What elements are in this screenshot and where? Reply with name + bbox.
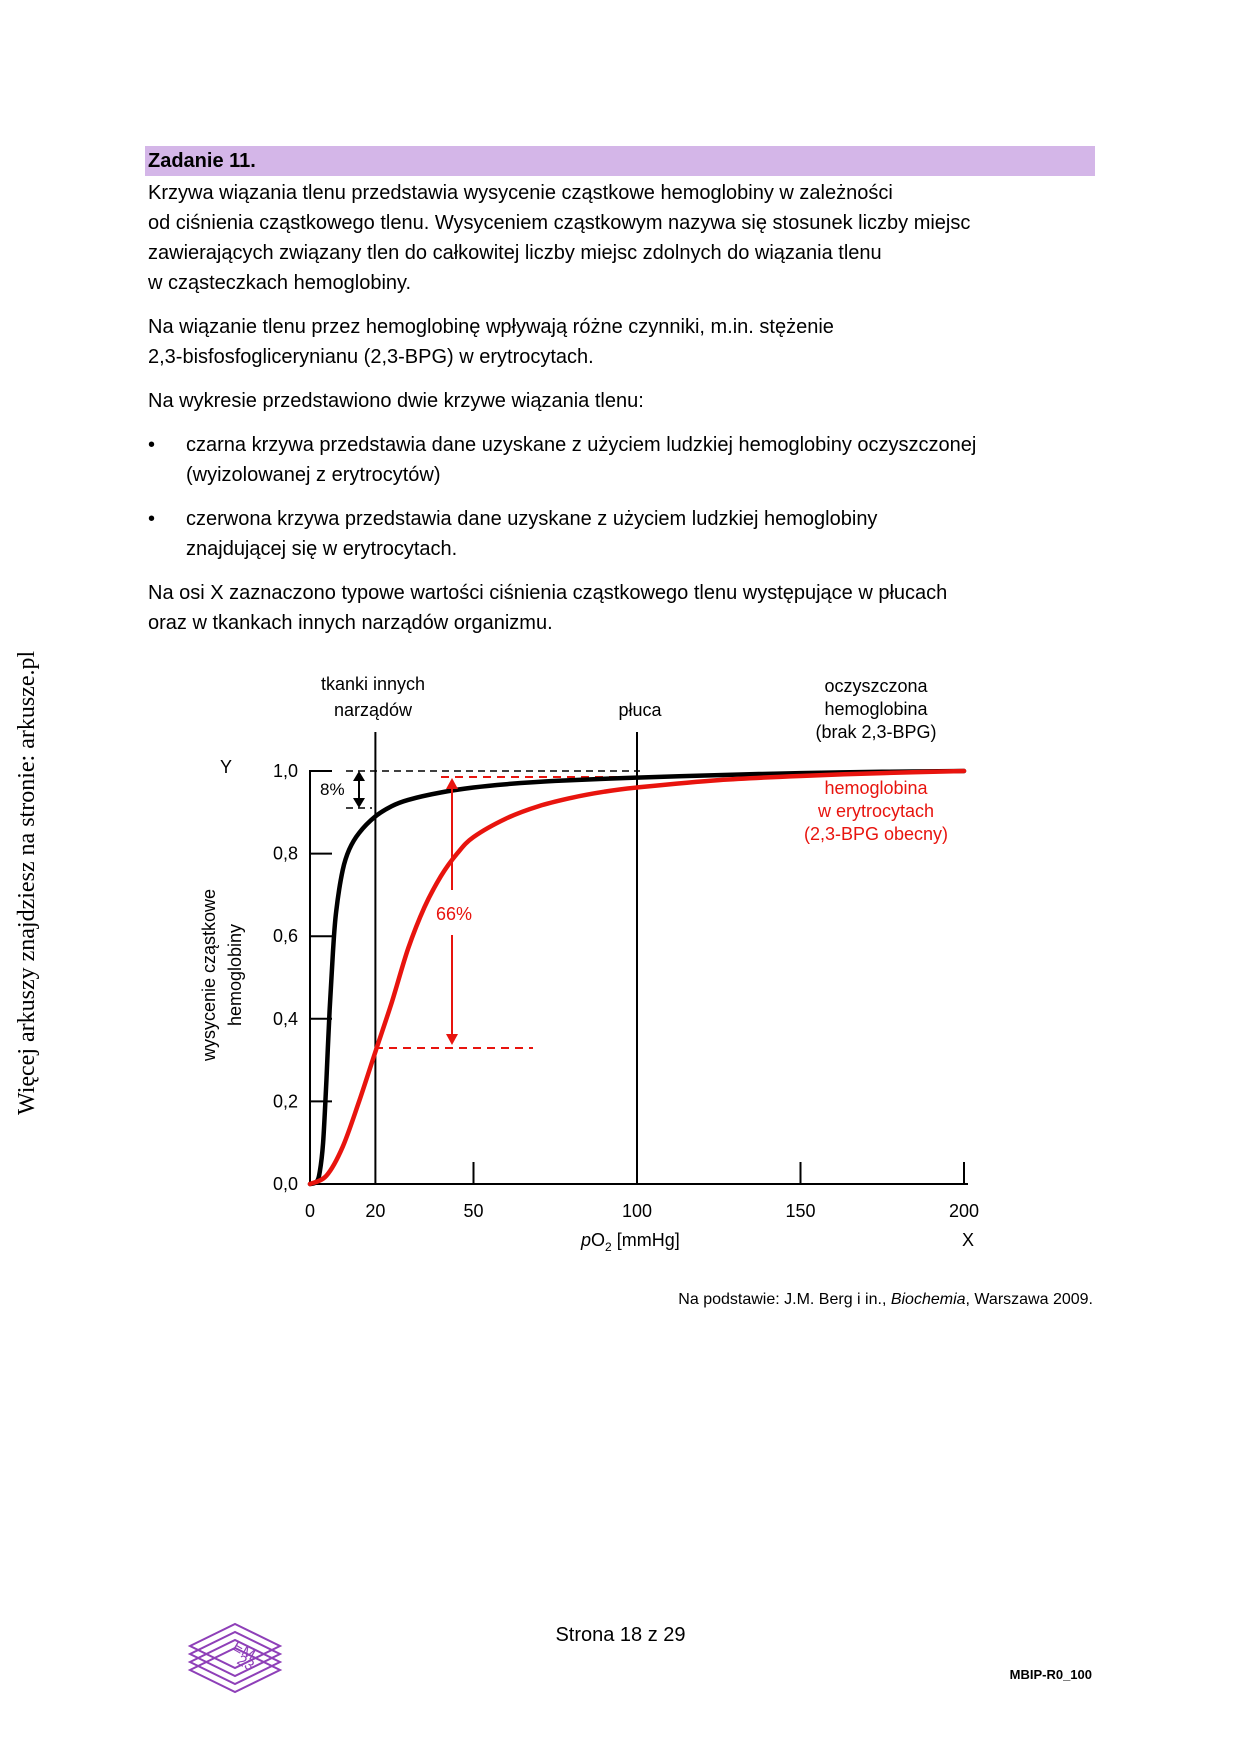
intro-line: Krzywa wiązania tlenu przedstawia wysyce… — [148, 182, 893, 204]
factors-line: 2,3-bisfosfoglicerynianu (2,3-BPG) w ery… — [148, 346, 594, 368]
y-tick-label: 0,0 — [273, 1174, 298, 1194]
x-tick-label: 100 — [622, 1201, 652, 1221]
chart-intro-paragraph: Na wykresie przedstawiono dwie krzywe wi… — [148, 386, 644, 416]
annotation-66-percent: 66% — [436, 904, 472, 924]
factors-line: Na wiązanie tlenu przez hemoglobinę wpły… — [148, 316, 834, 338]
series-label-purified: hemoglobina — [824, 699, 928, 719]
series-label-purified: (brak 2,3-BPG) — [815, 722, 936, 742]
y-tick-label: 1,0 — [273, 761, 298, 781]
annotation-8-percent: 8% — [320, 780, 345, 799]
series-label-erythrocytes: hemoglobina — [824, 778, 928, 798]
arrow-8-percent-head-up — [353, 771, 365, 781]
factors-paragraph: Na wiązanie tlenu przez hemoglobinę wpły… — [148, 312, 834, 372]
em-logo-icon: EM 23 — [187, 1622, 283, 1694]
bullet-dot: • — [148, 508, 156, 530]
x-axis-title: pO2 [mmHg] — [580, 1230, 680, 1254]
x-axis-letter: X — [962, 1230, 974, 1250]
source-note: Na podstawie: J.M. Berg i in., Biochemia… — [0, 1291, 1093, 1309]
bullet-line: czerwona krzywa przedstawia dane uzyskan… — [186, 508, 878, 530]
marker-label-lungs: płuca — [618, 700, 662, 720]
bullet-line: (wyizolowanej z erytrocytów) — [186, 464, 441, 486]
logo-text: 23 — [234, 1652, 257, 1675]
intro-paragraph: Krzywa wiązania tlenu przedstawia wysyce… — [148, 178, 970, 298]
bullet-line: znajdującej się w erytrocytach. — [186, 538, 458, 560]
chart-intro-line: Na wykresie przedstawiono dwie krzywe wi… — [148, 390, 644, 412]
x-tick-label: 150 — [785, 1201, 815, 1221]
axis-note-line: oraz w tkankach innych narządów organizm… — [148, 612, 553, 634]
intro-line: w cząsteczkach hemoglobiny. — [148, 272, 412, 294]
y-tick-label: 0,4 — [273, 1009, 298, 1029]
marker-label-tissues: narządów — [334, 700, 413, 720]
y-tick-label: 0,6 — [273, 926, 298, 946]
curve-erythrocyte-hemoglobin — [307, 768, 967, 1187]
y-tick-label: 0,2 — [273, 1091, 298, 1111]
document-code: MBIP-R0_100 — [1009, 1667, 1092, 1682]
y-axis-title: wysycenie cząstkowe hemoglobiny — [199, 889, 245, 1062]
source-note-suffix: , Warszawa 2009. — [965, 1291, 1093, 1308]
bullet-dot: • — [148, 434, 156, 456]
intro-line: zawierających związany tlen do całkowite… — [148, 242, 882, 264]
series-label-erythrocytes: w erytrocytach — [817, 801, 934, 821]
oxygen-binding-chart: tkanki innych narządów płuca oczyszczona… — [199, 674, 979, 1254]
axis-note-paragraph: Na osi X zaznaczono typowe wartości ciśn… — [148, 578, 947, 638]
page-number: Strona 18 z 29 — [555, 1624, 686, 1646]
bullet-line: czarna krzywa przedstawia dane uzyskane … — [186, 434, 977, 456]
task-title: Zadanie 11. — [145, 146, 1095, 176]
source-note-prefix: Na podstawie: J.M. Berg i in., — [678, 1291, 891, 1308]
x-tick-label: 200 — [949, 1201, 979, 1221]
x-tick-label: 20 — [365, 1201, 385, 1221]
x-tick-label: 0 — [305, 1201, 315, 1221]
source-note-title: Biochemia — [890, 1291, 966, 1308]
marker-label-tissues: tkanki innych — [321, 674, 425, 694]
series-label-purified: oczyszczona — [824, 676, 928, 696]
arrow-8-percent-head-down — [353, 798, 365, 808]
y-axis-letter: Y — [220, 757, 232, 777]
y-tick-label: 0,8 — [273, 844, 298, 864]
arrow-66-percent-head-up — [446, 778, 458, 789]
svg-text:wysycenie cząstkowe: wysycenie cząstkowe — [199, 889, 219, 1062]
svg-text:hemoglobiny: hemoglobiny — [225, 924, 245, 1026]
x-tick-label: 50 — [463, 1201, 483, 1221]
intro-line: od ciśnienia cząstkowego tlenu. Wysyceni… — [148, 212, 971, 234]
series-label-erythrocytes: (2,3-BPG obecny) — [804, 824, 948, 844]
axis-note-line: Na osi X zaznaczono typowe wartości ciśn… — [148, 582, 948, 604]
arrow-66-percent-head-down — [446, 1034, 458, 1045]
curve-purified-hemoglobin — [307, 768, 967, 1187]
